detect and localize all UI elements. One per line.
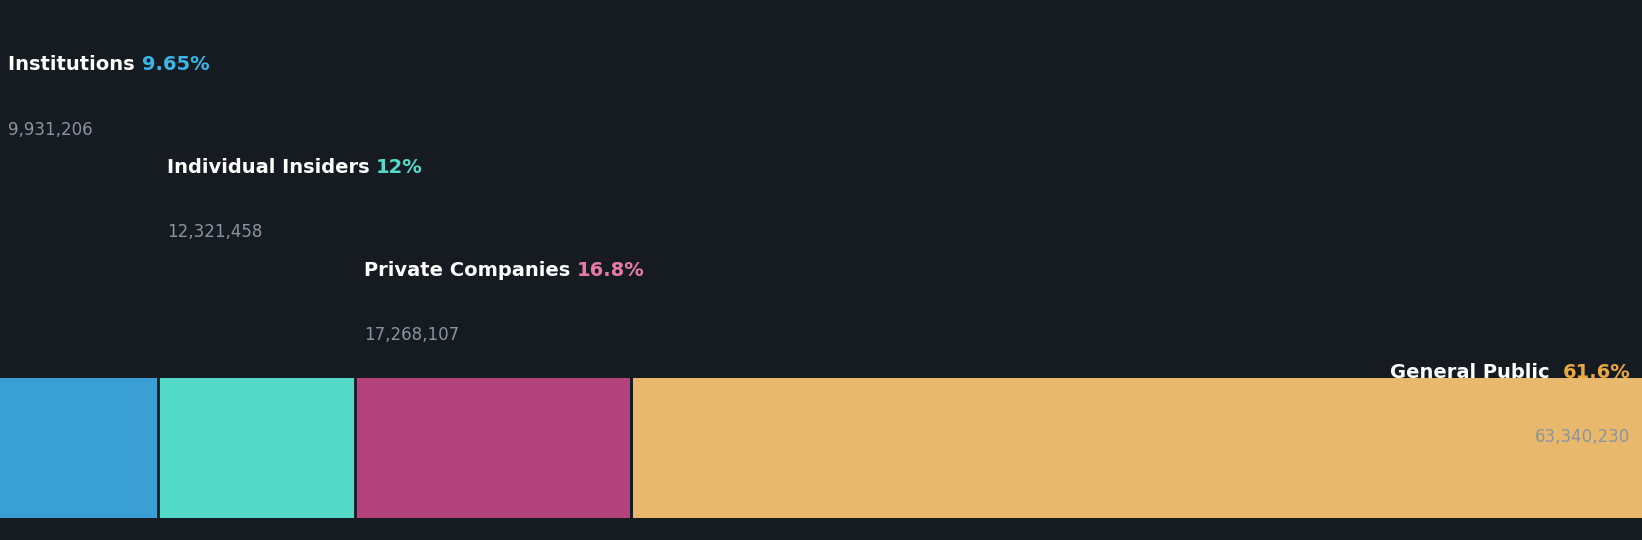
Text: Institutions: Institutions [8,55,141,75]
Text: 12,321,458: 12,321,458 [167,223,263,241]
Bar [0,378,159,518]
Bar [356,378,632,518]
Text: 16.8%: 16.8% [576,260,644,280]
Text: Private Companies: Private Companies [365,260,576,280]
Text: 9.65%: 9.65% [141,55,209,75]
Text: 63,340,230: 63,340,230 [1535,428,1631,447]
Text: 9,931,206: 9,931,206 [8,120,94,139]
Bar [631,378,1642,518]
Bar [159,378,356,518]
Text: General Public: General Public [1389,363,1557,382]
Text: 61.6%: 61.6% [1563,363,1631,382]
Text: Individual Insiders: Individual Insiders [167,158,376,177]
Text: 17,268,107: 17,268,107 [365,326,458,344]
Text: 12%: 12% [376,158,422,177]
